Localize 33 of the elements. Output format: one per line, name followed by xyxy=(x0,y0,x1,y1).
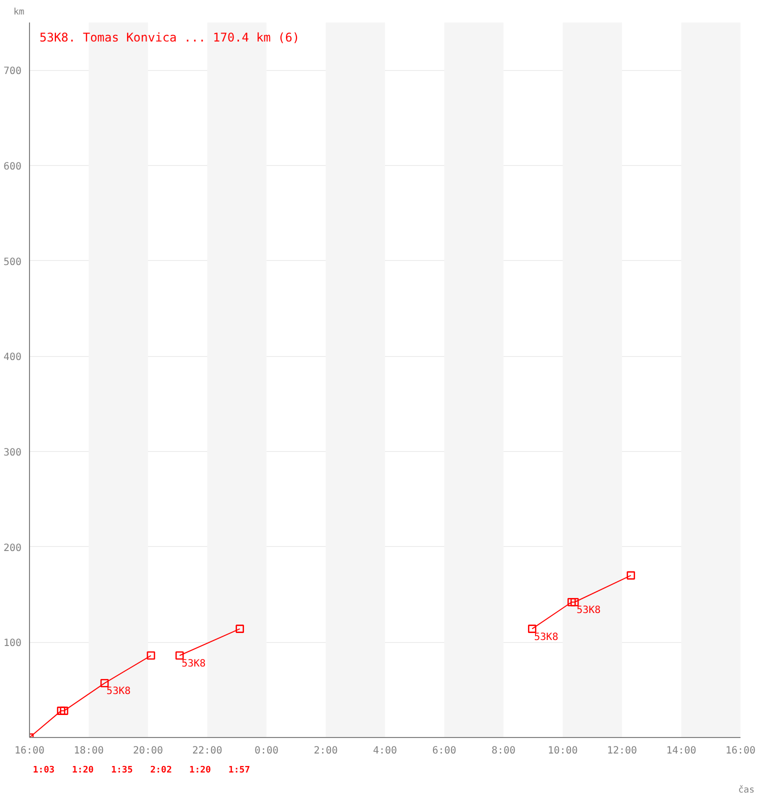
x-tick-label: 22:00 xyxy=(192,746,222,756)
text: 1:35 xyxy=(111,766,133,776)
text: 53K8. Tomas Konvica ... 170.4 km (6) xyxy=(40,30,300,44)
x-tick-label: 18:00 xyxy=(74,746,104,756)
x-tick-label: 0:00 xyxy=(254,746,279,756)
x-tick-label: 2:00 xyxy=(314,746,338,756)
text: 2:02 xyxy=(150,766,172,776)
text: 1:03 xyxy=(32,766,55,776)
text: 1:20 xyxy=(72,766,94,776)
annotation: 53K8 xyxy=(534,632,558,643)
x-axis-title: čas xyxy=(738,784,755,796)
x-tick-label: 20:00 xyxy=(132,746,164,756)
x-tick-label: 12:00 xyxy=(606,746,638,756)
x-tick-label: 10:00 xyxy=(548,746,578,756)
x-tick-label: 14:00 xyxy=(666,746,696,756)
y-tick-label: 400 xyxy=(3,352,22,364)
annotation: 53K8 xyxy=(106,686,131,698)
y-tick-label: 700 xyxy=(3,66,22,78)
annotation: 53K8 xyxy=(182,658,206,670)
x-tick-label: 16:00 xyxy=(14,746,45,756)
y-tick-label: 500 xyxy=(3,256,22,268)
x-tick-label: 16:00 xyxy=(725,746,756,756)
x-tick-label: 6:00 xyxy=(432,746,456,756)
text: 1:20 xyxy=(189,766,211,776)
y-tick-label: 600 xyxy=(3,162,22,172)
y-tick-label: 200 xyxy=(3,542,22,554)
x-tick-label: 4:00 xyxy=(372,746,398,756)
y-tick-label: 300 xyxy=(3,448,22,458)
y-axis-title: km xyxy=(14,8,24,18)
text: 1:57 xyxy=(228,766,250,776)
annotation: 53K8 xyxy=(576,605,601,616)
y-tick-label: 100 xyxy=(3,638,22,650)
x-tick-label: 8:00 xyxy=(491,746,516,756)
